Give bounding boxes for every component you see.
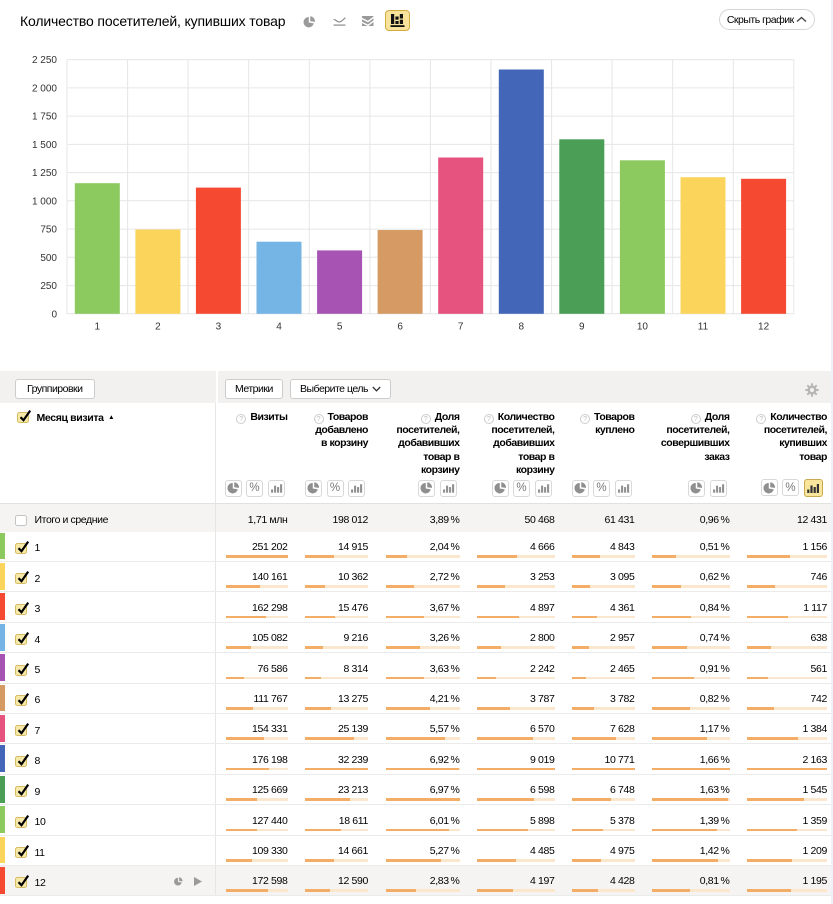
svg-text:11: 11	[698, 321, 709, 332]
svg-text:2: 2	[155, 321, 161, 332]
svg-text:250: 250	[40, 281, 57, 292]
svg-text:2 250: 2 250	[32, 55, 57, 66]
svg-text:1 250: 1 250	[32, 168, 57, 179]
svg-text:0: 0	[51, 309, 57, 320]
svg-text:1: 1	[95, 321, 101, 332]
svg-text:1 500: 1 500	[32, 140, 57, 151]
svg-text:1 000: 1 000	[32, 196, 57, 207]
svg-text:1 750: 1 750	[32, 112, 57, 123]
svg-text:9: 9	[579, 321, 585, 332]
svg-text:2 000: 2 000	[32, 83, 57, 94]
svg-text:500: 500	[40, 253, 57, 264]
svg-text:12: 12	[758, 321, 770, 332]
svg-text:8: 8	[519, 321, 525, 332]
svg-text:5: 5	[337, 321, 343, 332]
svg-text:4: 4	[276, 321, 282, 332]
svg-text:7: 7	[458, 321, 464, 332]
svg-text:10: 10	[637, 321, 649, 332]
svg-text:3: 3	[216, 321, 222, 332]
svg-text:6: 6	[397, 321, 403, 332]
svg-text:750: 750	[40, 225, 57, 236]
